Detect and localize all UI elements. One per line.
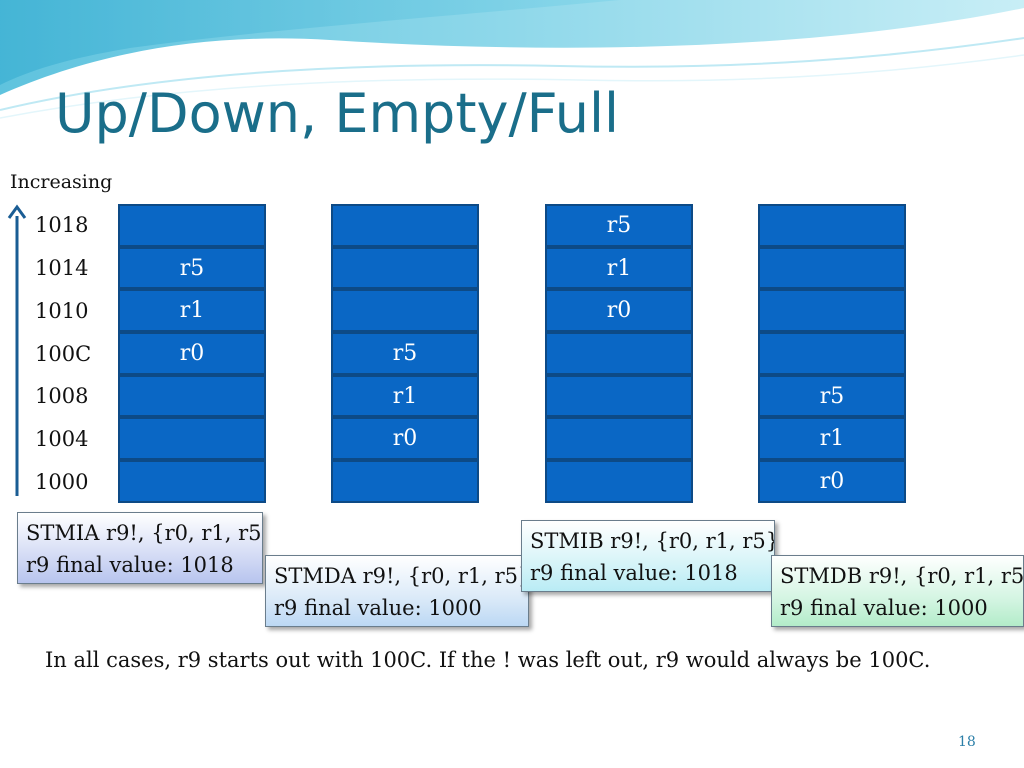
memory-cell: r5 (758, 374, 906, 418)
memory-cell (545, 374, 693, 418)
memory-cell: r0 (331, 417, 479, 461)
memory-cell (758, 204, 906, 247)
memory-cell: r0 (118, 332, 266, 375)
address-label: 1000 (35, 470, 89, 494)
address-label: 1018 (35, 213, 89, 237)
memory-cell (118, 460, 266, 503)
memory-cell: r5 (331, 332, 479, 375)
memory-cell: r0 (758, 460, 906, 503)
final-value-text: r9 final value: 1018 (26, 553, 234, 577)
memory-column-stmda: r5 r1 r0 (331, 204, 479, 503)
memory-cell: r0 (545, 289, 693, 333)
memory-cell: r1 (331, 374, 479, 418)
memory-cell (758, 289, 906, 333)
instruction-text: STMIA r9!, {r0, r1, r5} (26, 521, 263, 545)
axis-label: Increasing (10, 171, 113, 193)
memory-cell (118, 374, 266, 418)
address-label: 1014 (35, 256, 89, 280)
memory-cell (545, 332, 693, 375)
memory-cell: r1 (758, 417, 906, 461)
instruction-box-stmdb: STMDB r9!, {r0, r1, r5} r9 final value: … (771, 555, 1024, 627)
memory-cell: r5 (118, 246, 266, 290)
footnote-text: In all cases, r9 starts out with 100C. I… (45, 648, 931, 672)
final-value-text: r9 final value: 1000 (780, 596, 988, 620)
address-label: 1010 (35, 299, 89, 323)
memory-cell (331, 460, 479, 503)
memory-cell: r5 (545, 204, 693, 247)
memory-cell (331, 204, 479, 247)
instruction-text: STMIB r9!, {r0, r1, r5} (530, 529, 775, 553)
final-value-text: r9 final value: 1000 (274, 596, 482, 620)
memory-cell (331, 289, 479, 333)
instruction-text: STMDA r9!, {r0, r1, r5} (274, 564, 529, 588)
memory-cell: r1 (545, 246, 693, 290)
memory-column-stmia: r5 r1 r0 (118, 204, 266, 503)
page-number: 18 (958, 734, 976, 750)
memory-cell (118, 417, 266, 461)
address-label: 1004 (35, 427, 89, 451)
memory-cell (758, 246, 906, 290)
memory-cell (758, 332, 906, 375)
memory-column-stmdb: r5 r1 r0 (758, 204, 906, 503)
slide-title: Up/Down, Empty/Full (55, 82, 619, 145)
instruction-box-stmia: STMIA r9!, {r0, r1, r5} r9 final value: … (17, 512, 263, 584)
address-label: 100C (35, 342, 92, 366)
memory-cell (545, 460, 693, 503)
increasing-arrow (7, 204, 27, 496)
header-wave-decoration (0, 0, 1024, 119)
memory-cell (331, 246, 479, 290)
instruction-box-stmda: STMDA r9!, {r0, r1, r5} r9 final value: … (265, 555, 529, 627)
memory-cell: r1 (118, 289, 266, 333)
final-value-text: r9 final value: 1018 (530, 561, 738, 585)
instruction-box-stmib: STMIB r9!, {r0, r1, r5} r9 final value: … (521, 520, 775, 592)
memory-cell (118, 204, 266, 247)
memory-column-stmib: r5 r1 r0 (545, 204, 693, 503)
instruction-text: STMDB r9!, {r0, r1, r5} (780, 564, 1024, 588)
memory-cell (545, 417, 693, 461)
address-label: 1008 (35, 384, 89, 408)
